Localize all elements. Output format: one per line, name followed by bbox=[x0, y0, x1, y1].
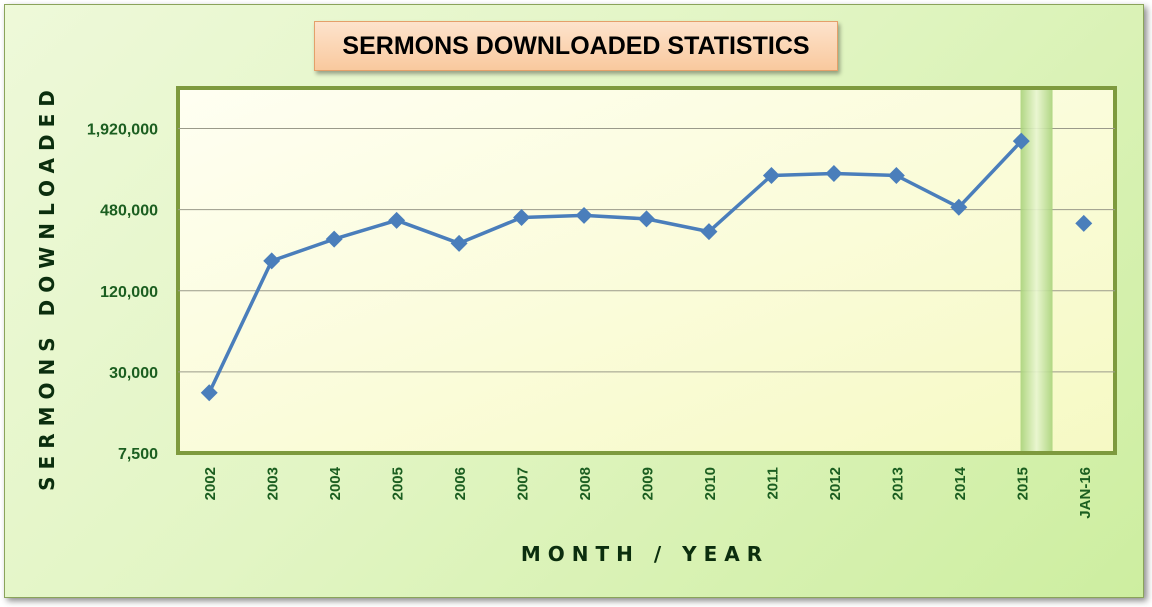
data-point-marker bbox=[700, 223, 718, 241]
highlight-band bbox=[1020, 90, 1053, 451]
data-point-marker bbox=[950, 198, 968, 216]
chart-title: SERMONS DOWNLOADED STATISTICS bbox=[314, 21, 838, 71]
x-tick-label: 2010 bbox=[702, 467, 719, 500]
data-point-marker bbox=[200, 384, 218, 402]
data-point-marker bbox=[513, 208, 531, 226]
x-tick-label: 2008 bbox=[577, 467, 594, 500]
y-tick-label: 120,000 bbox=[100, 284, 158, 301]
data-point-marker bbox=[575, 206, 593, 224]
x-axis-title: MONTH / YEAR bbox=[521, 542, 769, 566]
x-tick-label: 2011 bbox=[764, 467, 781, 500]
data-point-marker bbox=[1012, 132, 1030, 150]
x-tick-label: 2014 bbox=[952, 466, 969, 500]
x-tick-label: 2013 bbox=[889, 467, 906, 500]
x-tick-label: 2007 bbox=[515, 467, 532, 500]
y-tick-label: 7,500 bbox=[118, 446, 158, 463]
plot-area bbox=[176, 86, 1117, 455]
data-point-marker bbox=[450, 234, 468, 252]
x-tick-label: 2003 bbox=[265, 467, 282, 500]
y-tick-label: 1,920,000 bbox=[87, 122, 158, 139]
data-point-marker bbox=[325, 230, 343, 248]
series-line bbox=[207, 139, 1023, 394]
y-tick-label: 30,000 bbox=[109, 365, 158, 382]
data-point-marker bbox=[263, 252, 281, 270]
x-tick-label: 2005 bbox=[390, 467, 407, 500]
x-tick-label: 2015 bbox=[1014, 467, 1031, 500]
x-tick-label: 2012 bbox=[827, 467, 844, 500]
x-tick-label: JAN-16 bbox=[1077, 467, 1094, 519]
data-point-marker bbox=[887, 167, 905, 185]
data-point-marker bbox=[762, 167, 780, 185]
x-tick-label: 2002 bbox=[202, 467, 219, 500]
y-axis-title: SERMONS DOWNLOADED bbox=[35, 83, 59, 491]
data-point-marker bbox=[388, 211, 406, 229]
x-tick-label: 2006 bbox=[452, 467, 469, 500]
x-tick-label: 2009 bbox=[640, 467, 657, 500]
y-tick-label: 480,000 bbox=[100, 203, 158, 220]
data-point-marker bbox=[825, 165, 843, 183]
data-point-marker bbox=[638, 210, 655, 228]
x-tick-label: 2004 bbox=[327, 466, 344, 500]
